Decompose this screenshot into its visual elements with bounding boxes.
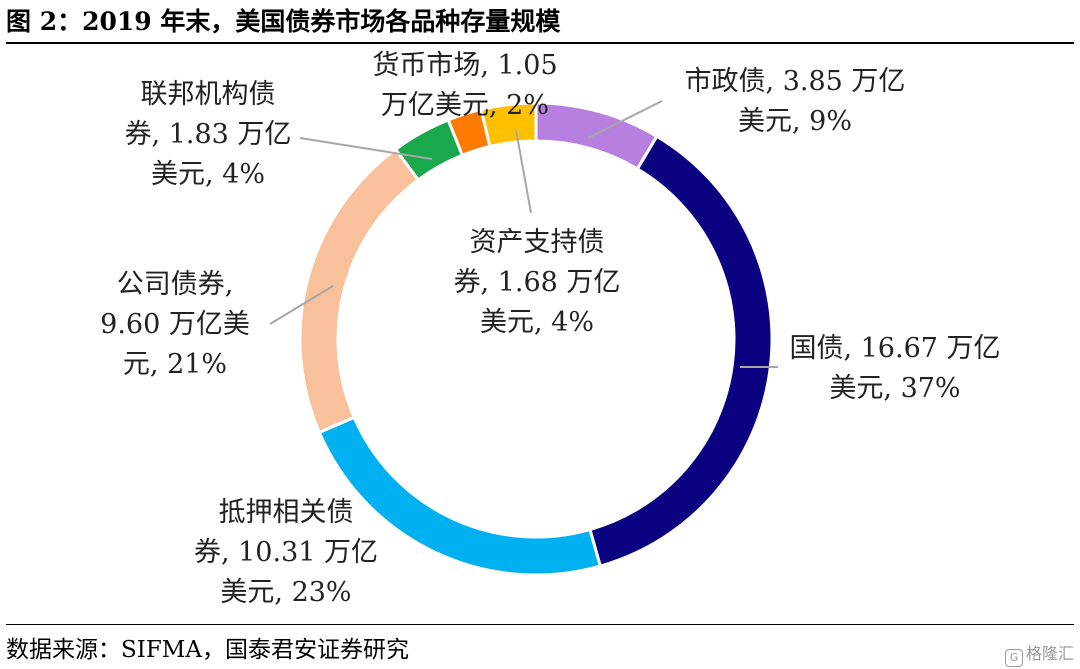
data-label-line: 券, 1.68 万亿 (454, 267, 621, 298)
donut-slice-4 (298, 147, 421, 435)
source-note: 数据来源：SIFMA，国泰君安证券研究 (6, 637, 409, 663)
data-label-line: 美元, 9% (738, 106, 852, 137)
leader-line-7 (515, 129, 532, 214)
data-label-3: 抵押相关债券, 10.31 万亿美元, 23% (194, 497, 378, 608)
data-label-6: 货币市场, 1.05 万亿美元, 2% (372, 50, 557, 121)
data-label-5: 联邦机构债券, 1.83 万亿美元, 4% (125, 79, 292, 190)
leader-line-4 (269, 285, 334, 325)
data-label-line: 券, 10.31 万亿 (194, 537, 378, 568)
data-label-line: 市政债, 3.85 万亿 (685, 66, 906, 97)
title-divider (6, 42, 1074, 44)
data-label-line: 美元, 4% (480, 307, 594, 338)
leader-line-5 (299, 137, 433, 160)
donut-slice-7 (479, 101, 538, 149)
donut-slice-2 (588, 134, 774, 568)
data-label-line: 券, 1.83 万亿 (125, 119, 292, 150)
chart-title: 图 2：2019 年末，美国债券市场各品种存量规模 (6, 7, 561, 36)
footer-divider (6, 624, 1074, 625)
data-label-line: 国债, 16.67 万亿 (789, 333, 1000, 364)
data-label-line: 9.60 万亿美 (100, 309, 250, 340)
data-label-line: 公司债券, (117, 269, 234, 300)
data-label-2: 国债, 16.67 万亿美元, 37% (789, 333, 1000, 404)
data-label-line: 美元, 37% (829, 373, 960, 404)
data-label-line: 资产支持债 (470, 227, 605, 258)
data-label-7: 资产支持债券, 1.68 万亿美元, 4% (454, 227, 621, 338)
watermark-logo-icon: G (1004, 649, 1023, 667)
data-label-line: 联邦机构债 (141, 79, 276, 110)
leader-line-1 (587, 100, 663, 139)
data-label-line: 美元, 4% (151, 159, 265, 190)
data-label-4: 公司债券, 9.60 万亿美元, 21% (100, 269, 250, 380)
data-label-line: 抵押相关债 (219, 497, 354, 528)
data-label-line: 美元, 23% (220, 577, 351, 608)
watermark: G 格隆汇 (1004, 640, 1074, 667)
watermark-text: 格隆汇 (1025, 644, 1074, 663)
data-label-line: 货币市场, 1.05 (372, 50, 557, 81)
data-label-line: 万亿美元, 2% (381, 90, 549, 121)
data-label-line: 元, 21% (123, 349, 227, 380)
data-label-1: 市政债, 3.85 万亿美元, 9% (685, 66, 906, 137)
